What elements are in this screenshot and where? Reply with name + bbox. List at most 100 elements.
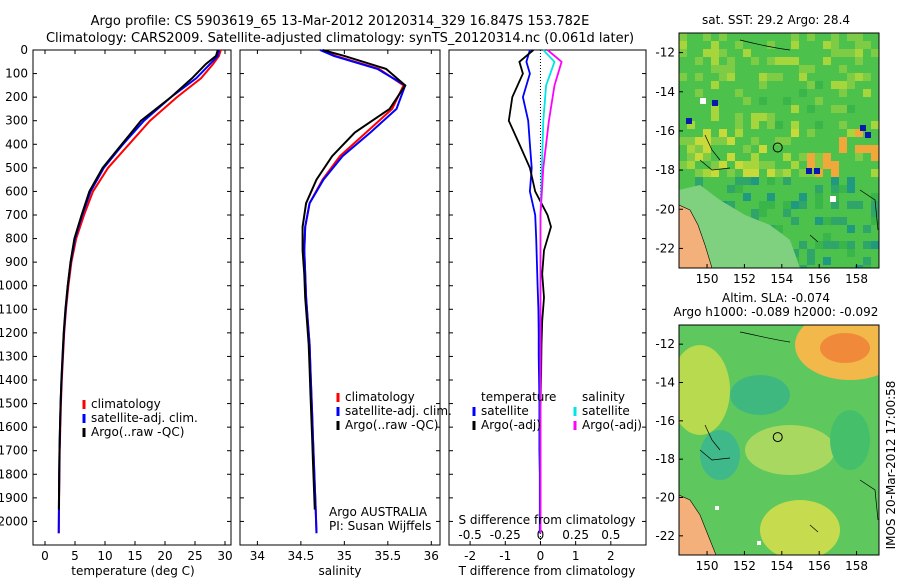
legend-temperature-title: temperature xyxy=(481,390,556,404)
y-tick-label: 1800 xyxy=(0,467,28,481)
sla-map-subtitle: Argo h1000: -0.089 h2000: -0.092 xyxy=(674,305,879,319)
y-tick-label: 1500 xyxy=(0,397,28,411)
x-tick-label: 10 xyxy=(97,549,112,563)
legend-t-satellite-label: satellite xyxy=(481,404,529,418)
x-tick-label: 20 xyxy=(157,549,172,563)
y-tick-label: 1000 xyxy=(0,279,28,293)
map-y-tick-label: -22 xyxy=(655,241,675,255)
map-y-tick-label: -18 xyxy=(655,163,675,177)
x-tick-label: 35.5 xyxy=(374,549,401,563)
y-tick-label: 1100 xyxy=(0,302,28,316)
t-diff-argo xyxy=(507,49,552,510)
legend-climatology-label: climatology xyxy=(91,397,161,411)
y-tick-label: 1600 xyxy=(0,420,28,434)
sla-map-title: Altim. SLA: -0.074 xyxy=(722,291,830,305)
t-difference-xlabel: T difference from climatology xyxy=(458,564,636,578)
y-tick-label: 400 xyxy=(5,137,28,151)
difference-legend: temperature satellite Argo(-adj) salinit… xyxy=(472,390,642,432)
salinity-legend: climatology satellite-adj. clim. Argo(..… xyxy=(336,390,452,432)
map-y-tick-label: -16 xyxy=(655,414,675,428)
salinity-series-argo xyxy=(301,49,407,510)
temperature-series-argo xyxy=(57,49,219,510)
x-tick-label: 36 xyxy=(424,549,439,563)
legend-satellite-label: satellite-adj. clim. xyxy=(91,411,198,425)
map-x-tick-label: 150 xyxy=(696,272,719,286)
map-y-tick-label: -12 xyxy=(655,46,675,60)
x2-tick-label: -0.25 xyxy=(490,528,521,542)
temperature-plot-frame xyxy=(32,49,232,546)
sst-map-frame xyxy=(678,32,880,269)
map-x-tick-label: 158 xyxy=(845,559,868,573)
legend-satellite-label: satellite-adj. clim. xyxy=(345,404,452,418)
temperature-legend: climatology satellite-adj. clim. Argo(..… xyxy=(82,397,198,439)
legend-s-argo-label: Argo(-adj) xyxy=(582,418,642,432)
map-x-tick-label: 154 xyxy=(770,272,793,286)
x-tick-label: 35 xyxy=(337,549,352,563)
salinity-series-satellite xyxy=(303,49,407,534)
y-tick-label: 1700 xyxy=(0,444,28,458)
x-tick-label: 0 xyxy=(41,549,49,563)
map-y-tick-label: -18 xyxy=(655,452,675,466)
legend-argo-label: Argo(..raw -QC) xyxy=(91,425,184,439)
y-tick-label: 0 xyxy=(20,43,28,57)
salinity-panel: 34 34.5 35 35.5 36 salinity climatology sate… xyxy=(239,49,452,578)
map-y-tick-label: -16 xyxy=(655,124,675,138)
map-x-tick-label: 152 xyxy=(733,559,756,573)
s-difference-xlabel: S difference from climatology xyxy=(459,513,636,527)
sst-coastline xyxy=(679,204,713,268)
map-x-tick-label: 154 xyxy=(770,559,793,573)
map-y-tick-label: -14 xyxy=(655,85,675,99)
y-tick-label: 1200 xyxy=(0,326,28,340)
legend-salinity-title: salinity xyxy=(582,390,625,404)
map-y-tick-label: -20 xyxy=(655,202,675,216)
y-tick-label: 500 xyxy=(5,161,28,175)
sst-map-image xyxy=(679,33,879,268)
map-y-tick-label: -20 xyxy=(655,491,675,505)
float-owner-label: Argo AUSTRALIA xyxy=(329,505,428,519)
salinity-xlabel: salinity xyxy=(318,564,361,578)
x-tick-label: 5 xyxy=(71,549,79,563)
x2-tick-label: 0.5 xyxy=(601,528,620,542)
map-y-tick-label: -12 xyxy=(655,337,675,351)
imos-credit: IMOS 20-Mar-2012 17:00:58 xyxy=(884,381,898,550)
sst-map-title: sat. SST: 29.2 Argo: 28.4 xyxy=(702,13,850,27)
s-diff-argo xyxy=(539,49,563,534)
map-x-tick-label: 156 xyxy=(808,559,831,573)
x2-tick-label: 0 xyxy=(537,528,545,542)
salinity-plot-frame xyxy=(239,49,441,546)
y-tick-label: 1400 xyxy=(0,373,28,387)
difference-plot-frame xyxy=(448,49,647,546)
header-line1: Argo profile: CS 5903619_65 13-Mar-2012 … xyxy=(91,14,590,29)
map-x-tick-label: 150 xyxy=(696,559,719,573)
header-line2: Climatology: CARS2009. Satellite-adjuste… xyxy=(46,31,634,46)
x2-tick-label: -0.5 xyxy=(458,528,481,542)
x-tick-label: -1 xyxy=(499,549,511,563)
map-x-tick-label: 152 xyxy=(733,272,756,286)
map-x-tick-label: 156 xyxy=(808,272,831,286)
x-tick-label: 25 xyxy=(187,549,202,563)
sst-map-panel: sat. SST: 29.2 Argo: 28.4 150 152 154 156 15… xyxy=(655,13,880,286)
sla-coastline xyxy=(679,494,717,555)
difference-panel: -2 -1 0 1 2 -0.5 -0.25 0 0.25 0.5 T difference fr… xyxy=(448,49,647,578)
sla-map-frame xyxy=(678,324,880,556)
sst-argo-position-marker xyxy=(772,142,783,153)
x-tick-label: 2 xyxy=(607,549,615,563)
map-y-tick-label: -22 xyxy=(655,529,675,543)
y-tick-label: 200 xyxy=(5,90,28,104)
y-tick-label: 1900 xyxy=(0,491,28,505)
x-tick-label: 15 xyxy=(127,549,142,563)
y-tick-label: 1300 xyxy=(0,349,28,363)
legend-s-satellite-label: satellite xyxy=(582,404,630,418)
sla-map-image xyxy=(679,325,879,555)
legend-climatology-label: climatology xyxy=(345,390,415,404)
y-tick-label: 700 xyxy=(5,208,28,222)
y-tick-label: 800 xyxy=(5,232,28,246)
x-tick-label: 30 xyxy=(217,549,232,563)
sla-map-panel: Altim. SLA: -0.074 Argo h1000: -0.089 h2… xyxy=(655,291,880,573)
legend-argo-label: Argo(..raw -QC) xyxy=(345,418,438,432)
y-tick-label: 100 xyxy=(5,67,28,81)
salinity-series-climatology xyxy=(303,49,405,534)
x-tick-label: -2 xyxy=(464,549,476,563)
x-tick-label: 34 xyxy=(250,549,265,563)
